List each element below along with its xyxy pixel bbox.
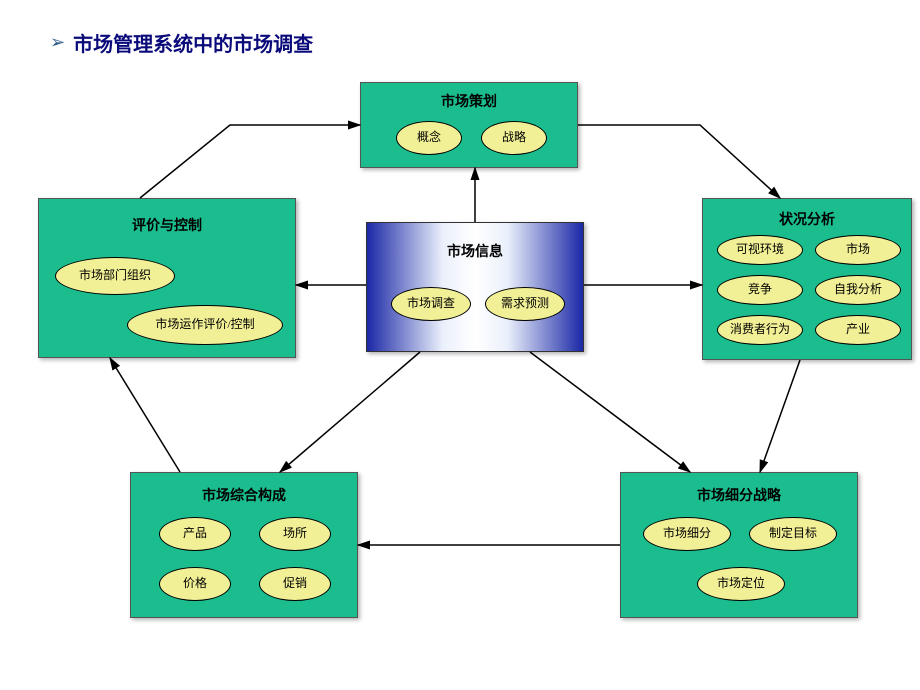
ellipse-place: 场所 [259,517,331,551]
box-planning-title: 市场策划 [361,91,577,111]
ellipse-price: 价格 [159,567,231,601]
box-segmentation-title: 市场细分战略 [621,485,857,505]
box-situation: 状况分析 可视环境 市场 竞争 自我分析 消费者行为 产业 [702,198,912,360]
box-evaluation-title: 评价与控制 [39,215,295,235]
ellipse-op-eval: 市场运作评价/控制 [127,305,283,345]
ellipse-consumer: 消费者行为 [717,315,803,345]
box-center: 市场信息 市场调查 需求预测 [366,222,584,352]
ellipse-strategy: 战略 [481,121,547,155]
page-title-row: ➢ 市场管理系统中的市场调查 [50,28,313,57]
box-composite-title: 市场综合构成 [131,485,357,505]
ellipse-demand-forecast: 需求预测 [485,287,565,321]
ellipse-targeting: 制定目标 [749,517,837,551]
ellipse-self-analysis: 自我分析 [815,275,901,305]
ellipse-market-survey: 市场调查 [391,287,471,321]
page-title: 市场管理系统中的市场调查 [73,28,313,57]
box-planning: 市场策划 概念 战略 [360,82,578,168]
box-segmentation: 市场细分战略 市场细分 制定目标 市场定位 [620,472,858,618]
ellipse-positioning: 市场定位 [697,567,785,601]
box-evaluation: 评价与控制 市场部门组织 市场运作评价/控制 [38,198,296,358]
ellipse-product: 产品 [159,517,231,551]
bullet-icon: ➢ [50,32,65,53]
ellipse-visual-env: 可视环境 [717,235,803,265]
box-situation-title: 状况分析 [703,209,911,229]
ellipse-segmentation: 市场细分 [643,517,731,551]
ellipse-dept-org: 市场部门组织 [55,257,175,295]
ellipse-competition: 竞争 [717,275,803,305]
ellipse-industry: 产业 [815,315,901,345]
ellipse-promotion: 促销 [259,567,331,601]
ellipse-market: 市场 [815,235,901,265]
ellipse-concept: 概念 [396,121,462,155]
box-composite: 市场综合构成 产品 场所 价格 促销 [130,472,358,618]
box-center-title: 市场信息 [367,241,583,261]
